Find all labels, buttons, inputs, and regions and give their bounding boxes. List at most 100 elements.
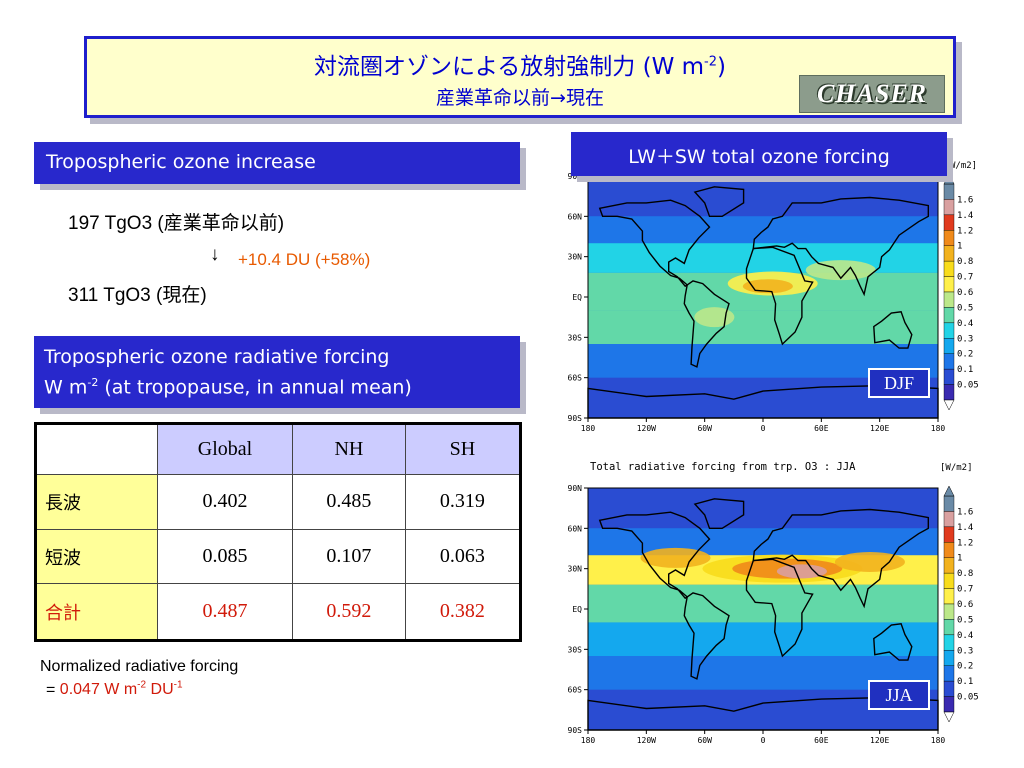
colorbar-label: 1.4 [957, 211, 973, 221]
lat-label: 60N [568, 212, 583, 221]
colorbar-label: 0.1 [957, 677, 973, 687]
colorbar-label: 0.05 [957, 381, 979, 391]
table-cell: 0.382 [404, 583, 522, 641]
lat-label: EQ [572, 293, 582, 302]
lon-label: 0 [761, 736, 766, 745]
table-row: 短波 0.085 0.107 0.063 [35, 528, 522, 585]
normalized-sup2: -1 [173, 680, 183, 691]
colorbar-label: 0.7 [957, 273, 973, 283]
colorbar-segment [943, 511, 955, 528]
colorbar-segment [943, 619, 955, 636]
table-cell: 0.085 [157, 528, 293, 585]
colorbar-label: 1 [957, 242, 962, 252]
lon-label: 180 [931, 424, 946, 433]
rf-banner-line2: W m-2 (at tropopause, in annual mean) [44, 370, 510, 400]
map-djf: 90N 60N 30N EQ 30S 60S 90S 180 120W 60W 0 60E 120E 18… [548, 140, 1004, 433]
colorbar-segment [943, 495, 955, 512]
table-cell: 0.485 [292, 473, 406, 530]
colorbar-segment [943, 199, 955, 216]
colorbar-label: 1.6 [957, 507, 973, 517]
unit-label: [W/m2] [940, 463, 973, 473]
lon-label: 60E [814, 424, 829, 433]
colorbar-label: 0.4 [957, 631, 973, 641]
rf-banner-line1: Tropospheric ozone radiative forcing [44, 346, 390, 368]
unit-label: W/m2] [950, 161, 977, 171]
table-cell: 0.402 [157, 473, 293, 530]
table-row: 長波 0.402 0.485 0.319 [35, 473, 522, 530]
radiative-forcing-banner: Tropospheric ozone radiative forcing W m… [34, 336, 520, 408]
rf-unit-sup: -2 [87, 376, 99, 389]
colorbar-segment [943, 634, 955, 651]
colorbar-segment [943, 260, 955, 277]
colorbar-segment [943, 542, 955, 558]
colorbar-segment [943, 276, 955, 293]
forcing-anomaly [640, 547, 711, 568]
table-cell: 0.319 [404, 473, 522, 530]
title-box: 対流圏オゾンによる放射強制力 (W m-2) 産業革命以前→現在 CHASER [84, 36, 956, 118]
colorbar-label: 0.5 [957, 615, 973, 625]
page-subtitle: 産業革命以前→現在 [436, 87, 604, 109]
colorbar-label: 0.7 [957, 585, 973, 595]
colorbar-bottom-arrow [943, 399, 955, 411]
forcing-anomaly [694, 307, 735, 328]
normalized-label: Normalized radiative forcing [40, 658, 239, 675]
colorbar-segment [943, 291, 955, 308]
season-label-jja: JJA [868, 680, 930, 710]
colorbar-segment [943, 368, 955, 385]
colorbar-label: 0.3 [957, 646, 973, 656]
forcing-anomaly [776, 564, 827, 579]
colorbar-label: 0.05 [957, 693, 979, 703]
normalized-eq: = [46, 681, 60, 699]
coastline [683, 280, 730, 368]
colorbar-label: 1.6 [957, 195, 973, 205]
lon-label: 60E [814, 736, 829, 745]
colorbar-label: 0.8 [957, 257, 973, 267]
forcing-anomaly [834, 551, 905, 572]
colorbar-segment [943, 588, 955, 605]
title-main-text: 対流圏オゾンによる放射強制力 (W m [313, 54, 705, 80]
lat-label: 60S [568, 686, 583, 695]
lon-label: 0 [761, 424, 766, 433]
lat-label: 90S [568, 726, 583, 735]
row-label: 短波 [35, 528, 158, 585]
ozone-change: +10.4 DU (+58%) [238, 250, 371, 269]
coastline [745, 246, 814, 346]
coastline [752, 508, 929, 609]
table-cell: 0.592 [292, 583, 406, 641]
normalized-unit: DU [146, 681, 174, 699]
col-header: Global [157, 423, 293, 475]
rf-banner-rest: (at tropopause, in annual mean) [98, 376, 412, 399]
forcing-band [588, 310, 938, 345]
table-row: 合計 0.487 0.592 0.382 [35, 583, 522, 641]
lat-label: 90N [568, 172, 583, 181]
total-forcing-banner: LW＋SW total ozone forcing [571, 132, 947, 176]
colorbar-top-arrow [943, 485, 955, 497]
lat-label: 30N [568, 565, 583, 574]
lon-label: 180 [931, 736, 946, 745]
normalized-value: 0.047 W m [59, 681, 138, 699]
season-label-djf: DJF [868, 368, 930, 398]
colorbar-segment [943, 338, 955, 354]
normalized-value-line: = 0.047 W m-2 DU-1 [46, 680, 183, 699]
coastline [873, 311, 913, 349]
row-label: 長波 [35, 473, 158, 530]
colorbar-label: 0.4 [957, 319, 973, 329]
rf-unit: W m [44, 376, 88, 399]
lon-label: 120E [870, 736, 889, 745]
table-cell: 0.487 [157, 583, 293, 641]
colorbar-label: 0.6 [957, 288, 973, 298]
colorbar-label: 1.4 [957, 523, 973, 533]
colorbar-segment [943, 680, 955, 697]
forcing-band [588, 528, 938, 556]
colorbar-top-arrow [943, 173, 955, 185]
table-cell: 0.107 [292, 528, 406, 585]
chaser-logo: CHASER [799, 75, 945, 113]
forcing-band [588, 488, 938, 529]
colorbar-label: 1.2 [957, 226, 973, 236]
lon-label: 120W [637, 736, 656, 745]
down-arrow-icon: ↓ [210, 244, 220, 265]
normalized-sup1: -2 [137, 680, 147, 691]
ozone-present: 311 TgO3 (現在) [68, 285, 207, 306]
colorbar-segment [943, 557, 955, 574]
